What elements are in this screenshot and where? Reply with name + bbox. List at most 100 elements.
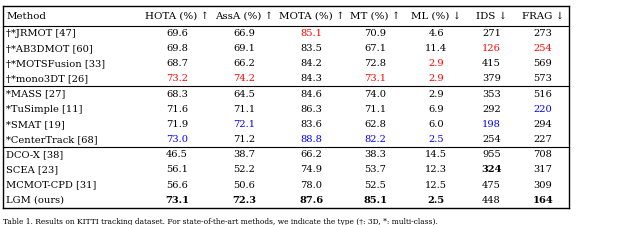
Text: 292: 292 [482, 105, 501, 114]
Text: Table 1. Results on KITTI tracking dataset. For state-of-the-art methods, we ind: Table 1. Results on KITTI tracking datas… [3, 218, 437, 225]
Text: 71.1: 71.1 [364, 105, 387, 114]
Text: 68.7: 68.7 [166, 59, 188, 68]
Text: 4.6: 4.6 [428, 29, 444, 38]
Text: 324: 324 [481, 165, 502, 174]
Text: *TuSimple [11]: *TuSimple [11] [6, 105, 83, 114]
Text: 220: 220 [533, 105, 552, 114]
Text: 66.2: 66.2 [300, 150, 323, 159]
Text: †*MOTSFusion [33]: †*MOTSFusion [33] [6, 59, 106, 68]
Text: 11.4: 11.4 [425, 44, 447, 53]
Text: 14.5: 14.5 [425, 150, 447, 159]
Text: 516: 516 [533, 90, 552, 99]
Text: 86.3: 86.3 [300, 105, 323, 114]
Text: 379: 379 [482, 74, 501, 83]
Text: 708: 708 [533, 150, 552, 159]
Text: 353: 353 [482, 90, 501, 99]
Text: 569: 569 [533, 59, 552, 68]
Text: 74.9: 74.9 [300, 165, 323, 174]
Text: 227: 227 [533, 135, 552, 144]
Text: 164: 164 [532, 196, 553, 205]
Text: 294: 294 [533, 120, 552, 129]
Text: MOTA (%) ↑: MOTA (%) ↑ [278, 11, 344, 20]
Text: FRAG ↓: FRAG ↓ [522, 11, 564, 20]
Text: 71.1: 71.1 [233, 105, 255, 114]
Text: 2.5: 2.5 [428, 196, 445, 205]
Text: IDS ↓: IDS ↓ [476, 11, 507, 20]
Text: 62.8: 62.8 [364, 120, 387, 129]
Text: 69.1: 69.1 [233, 44, 255, 53]
Text: †*JRMOT [47]: †*JRMOT [47] [6, 29, 76, 38]
Text: 2.9: 2.9 [428, 90, 444, 99]
Text: *SMAT [19]: *SMAT [19] [6, 120, 65, 129]
Text: †*mono3DT [26]: †*mono3DT [26] [6, 74, 88, 83]
Text: 12.5: 12.5 [425, 180, 447, 189]
Text: 448: 448 [482, 196, 501, 205]
Text: MCMOT-CPD [31]: MCMOT-CPD [31] [6, 180, 97, 189]
Text: 88.8: 88.8 [300, 135, 323, 144]
Text: 74.2: 74.2 [233, 74, 255, 83]
Text: 6.0: 6.0 [428, 120, 444, 129]
Text: 38.7: 38.7 [233, 150, 255, 159]
Text: 71.2: 71.2 [233, 135, 255, 144]
Text: 87.6: 87.6 [300, 196, 323, 205]
Text: 2.9: 2.9 [428, 59, 444, 68]
Text: †*AB3DMOT [60]: †*AB3DMOT [60] [6, 44, 93, 53]
Text: 254: 254 [482, 135, 501, 144]
Text: 6.9: 6.9 [428, 105, 444, 114]
Text: 83.5: 83.5 [300, 44, 323, 53]
Text: 126: 126 [482, 44, 501, 53]
Text: 52.5: 52.5 [364, 180, 387, 189]
Text: SCEA [23]: SCEA [23] [6, 165, 58, 174]
Text: 317: 317 [533, 165, 552, 174]
Text: 56.6: 56.6 [166, 180, 188, 189]
Text: 78.0: 78.0 [300, 180, 323, 189]
Text: ML (%) ↓: ML (%) ↓ [411, 11, 461, 20]
Text: 85.1: 85.1 [300, 29, 323, 38]
Text: 64.5: 64.5 [233, 90, 255, 99]
Text: DCO-X [38]: DCO-X [38] [6, 150, 63, 159]
Text: 83.6: 83.6 [300, 120, 323, 129]
Text: 67.1: 67.1 [364, 44, 387, 53]
Text: 66.9: 66.9 [233, 29, 255, 38]
Text: 84.6: 84.6 [300, 90, 323, 99]
Text: AssA (%) ↑: AssA (%) ↑ [215, 11, 273, 20]
Text: 72.8: 72.8 [364, 59, 387, 68]
Text: 38.3: 38.3 [364, 150, 387, 159]
Text: 46.5: 46.5 [166, 150, 188, 159]
Text: 84.3: 84.3 [300, 74, 323, 83]
Text: 475: 475 [482, 180, 501, 189]
Text: 74.0: 74.0 [364, 90, 387, 99]
Text: 50.6: 50.6 [233, 180, 255, 189]
Text: LGM (ours): LGM (ours) [6, 196, 65, 205]
Text: *MASS [27]: *MASS [27] [6, 90, 66, 99]
Text: 72.1: 72.1 [233, 120, 255, 129]
Text: 73.1: 73.1 [364, 74, 387, 83]
Text: 53.7: 53.7 [364, 165, 387, 174]
Text: 70.9: 70.9 [364, 29, 387, 38]
Text: Method: Method [6, 11, 46, 20]
Text: *CenterTrack [68]: *CenterTrack [68] [6, 135, 98, 144]
Text: 2.9: 2.9 [428, 74, 444, 83]
Text: 73.1: 73.1 [165, 196, 189, 205]
Text: 198: 198 [482, 120, 501, 129]
Text: 68.3: 68.3 [166, 90, 188, 99]
Text: 82.2: 82.2 [364, 135, 387, 144]
Text: 415: 415 [482, 59, 501, 68]
Text: 73.2: 73.2 [166, 74, 188, 83]
Text: 52.2: 52.2 [233, 165, 255, 174]
Text: 573: 573 [533, 74, 552, 83]
Text: 66.2: 66.2 [233, 59, 255, 68]
Text: 271: 271 [482, 29, 501, 38]
Text: 273: 273 [533, 29, 552, 38]
Text: 12.3: 12.3 [425, 165, 447, 174]
Text: 73.0: 73.0 [166, 135, 188, 144]
Text: 71.6: 71.6 [166, 105, 188, 114]
Text: 254: 254 [533, 44, 552, 53]
Text: 309: 309 [533, 180, 552, 189]
Text: 71.9: 71.9 [166, 120, 188, 129]
Text: 2.5: 2.5 [428, 135, 444, 144]
Text: 84.2: 84.2 [300, 59, 323, 68]
Text: 56.1: 56.1 [166, 165, 188, 174]
Text: HOTA (%) ↑: HOTA (%) ↑ [145, 11, 209, 20]
Text: 85.1: 85.1 [364, 196, 387, 205]
